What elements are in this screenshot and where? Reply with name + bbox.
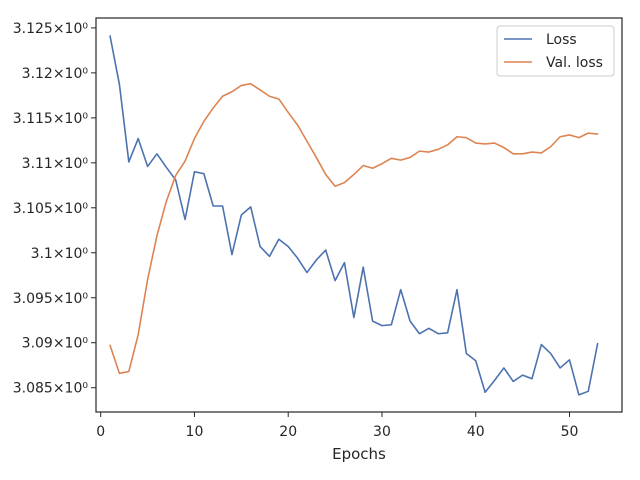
y-tick-label: 3.115×10⁰: [13, 111, 89, 127]
plot-frame: [95, 17, 623, 413]
series-line-loss: [109, 35, 599, 396]
x-tick-label: 30: [373, 424, 391, 440]
x-tick-label: 10: [186, 424, 204, 440]
x-tick-label: 20: [279, 424, 297, 440]
x-tick-label: 40: [467, 424, 485, 440]
y-tick-label: 3.095×10⁰: [13, 291, 89, 307]
series-line-val-loss: [109, 82, 599, 375]
x-axis-ticks: 0 10 20 30 40 50: [96, 412, 578, 440]
y-axis-ticks: 3.085×10⁰ 3.09×10⁰ 3.095×10⁰ 3.1×10⁰ 3.105×1…: [13, 21, 96, 397]
legend-label: Val. loss: [546, 55, 603, 71]
legend-label: Loss: [546, 32, 577, 48]
x-tick-label: 0: [96, 424, 105, 440]
y-tick-label: 3.125×10⁰: [13, 21, 89, 37]
y-tick-label: 3.085×10⁰: [13, 381, 89, 397]
y-tick-label: 3.105×10⁰: [13, 201, 89, 217]
x-axis-label: Epochs: [332, 445, 386, 463]
y-tick-label: 3.12×10⁰: [22, 66, 89, 82]
y-tick-label: 3.1×10⁰: [31, 246, 89, 262]
series-layer: [109, 35, 599, 396]
x-tick-label: 50: [561, 424, 579, 440]
y-tick-label: 3.11×10⁰: [22, 156, 89, 172]
legend: Loss Val. loss: [496, 25, 615, 77]
y-tick-label: 3.09×10⁰: [22, 336, 89, 352]
